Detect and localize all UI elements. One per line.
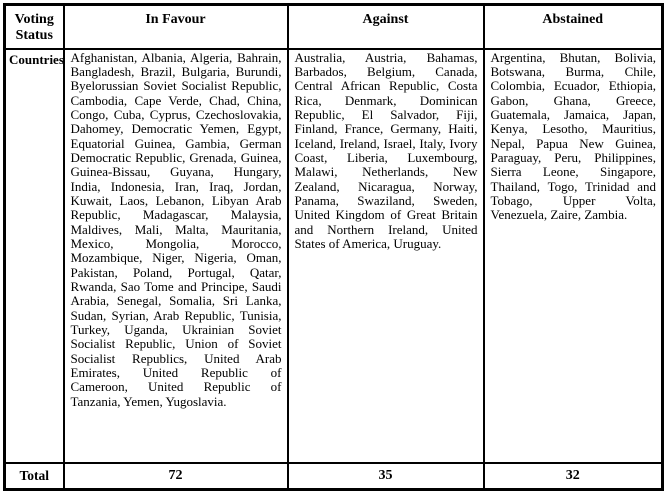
countries-in-favour-cell: Afghanistan, Albania, Algeria, Bahrain, …: [62, 47, 289, 464]
total-in-favour-value: 72: [62, 461, 289, 491]
total-row-label: Total: [3, 461, 65, 491]
countries-against-cell: Australia, Austria, Bahamas, Barbados, B…: [286, 47, 485, 464]
total-against-value: 35: [286, 461, 485, 491]
total-row: Total 72 35 32: [3, 461, 664, 491]
countries-abstained-cell: Argentina, Bhutan, Bolivia, Botswana, Bu…: [482, 47, 664, 464]
header-abstained: Abstained: [482, 3, 664, 50]
total-abstained-value: 32: [482, 461, 664, 491]
countries-row-label: Countries: [3, 47, 65, 464]
header-in-favour: In Favour: [62, 3, 289, 50]
header-against: Against: [286, 3, 485, 50]
countries-row: Countries Afghanistan, Albania, Algeria,…: [3, 47, 664, 464]
header-voting-status: Voting Status: [3, 3, 65, 50]
voting-results-table: Voting Status In Favour Against Abstaine…: [3, 3, 664, 491]
header-row: Voting Status In Favour Against Abstaine…: [3, 3, 664, 50]
